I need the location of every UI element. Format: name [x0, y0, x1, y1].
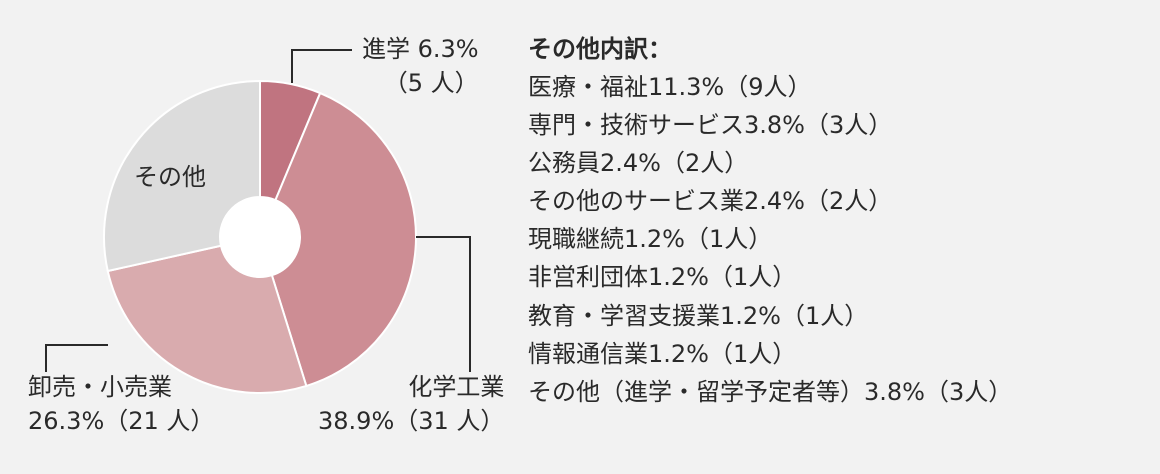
breakdown-item: 教育・学習支援業1.2%（1人） [528, 301, 869, 330]
label-other-name: その他 [134, 163, 206, 191]
label-shingaku-count: （5 人） [383, 69, 479, 97]
donut-hole [220, 197, 300, 277]
breakdown-item: 非営利団体1.2%（1人） [528, 263, 797, 292]
breakdown-item: 専門・技術サービス3.8%（3人） [528, 111, 893, 140]
breakdown-item: その他（進学・留学予定者等）3.8%（3人） [528, 377, 1013, 406]
label-shingaku: 進学 6.3% （5 人） [362, 32, 479, 100]
breakdown-item: 情報通信業1.2%（1人） [528, 339, 797, 368]
label-shingaku-name: 進学 6.3% [362, 35, 479, 63]
donut-chart [45, 49, 471, 394]
breakdown-item: 公務員2.4%（2人） [528, 149, 749, 178]
leader-kagaku [416, 236, 471, 372]
breakdown-list: 医療・福祉11.3%（9人） 専門・技術サービス3.8%（3人） 公務員2.4%… [528, 68, 1012, 411]
leader-oroshi [45, 344, 108, 372]
breakdown-title: その他内訳： [528, 35, 672, 63]
label-kagaku-value: 38.9%（31 人） [318, 407, 505, 435]
label-kagaku: 化学工業 38.9%（31 人） [318, 370, 504, 438]
breakdown-item: 現職継続1.2%（1人） [528, 225, 773, 254]
label-oroshi-value: 26.3%（21 人） [28, 407, 215, 435]
label-other: その他 [134, 160, 206, 194]
breakdown-item: その他のサービス業2.4%（2人） [528, 187, 893, 216]
breakdown-item: 医療・福祉11.3%（9人） [528, 73, 812, 101]
other-breakdown: その他内訳： 医療・福祉11.3%（9人） 専門・技術サービス3.8%（3人） … [528, 30, 1012, 411]
label-oroshi-name: 卸売・小売業 [28, 373, 172, 401]
label-oroshi: 卸売・小売業 26.3%（21 人） [28, 370, 214, 438]
label-kagaku-name: 化学工業 [408, 373, 505, 401]
leader-shingaku [291, 49, 352, 83]
